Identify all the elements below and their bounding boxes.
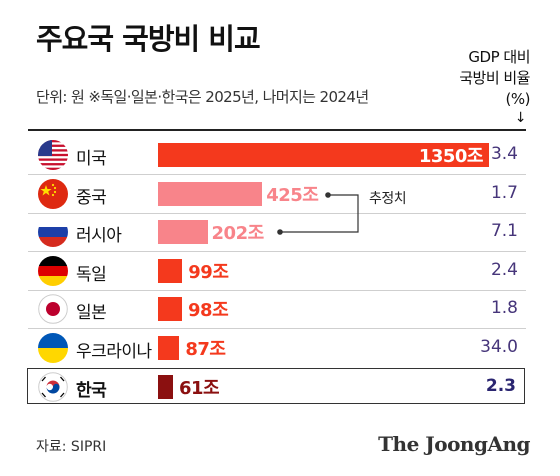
korea-flag-icon — [38, 372, 68, 402]
bar-row: 독일 99조 2.4 — [28, 253, 526, 289]
russia-flag-icon — [38, 217, 68, 247]
source-note: 자료: SIPRI — [36, 439, 107, 455]
gdp-ratio-value: 7.1 — [490, 221, 518, 241]
bar — [158, 335, 180, 360]
value-label: 87조 — [185, 338, 226, 360]
chart-subtitle: 단위: 원 ※독일·일본·한국은 2025년, 나머지는 2024년 — [36, 88, 369, 106]
country-label: 미국 — [76, 149, 107, 169]
value-label: 1350조 — [418, 146, 484, 167]
gdp-ratio-value: 1.8 — [490, 298, 518, 318]
table-top-rule — [28, 129, 526, 131]
country-label: 일본 — [76, 303, 107, 323]
bar-row: 한국 61조 2.3 — [27, 368, 525, 404]
gdp-ratio-value: 2.4 — [490, 259, 518, 280]
us-flag-icon — [38, 140, 68, 170]
gdp-ratio-value: 2.3 — [485, 376, 516, 396]
gdp-ratio-value: 1.7 — [490, 182, 518, 203]
bar-row: 중국 425조 1.7 — [28, 176, 526, 212]
bar-row: 일본 98조 1.8 — [28, 291, 526, 327]
row-separator — [28, 328, 526, 329]
china-flag-icon — [38, 178, 68, 209]
bar — [158, 258, 183, 283]
gdp-ratio-header-unit: (%) — [505, 90, 531, 108]
row-separator — [28, 174, 526, 175]
country-label: 우크라이나 — [76, 341, 152, 362]
country-label: 한국 — [76, 381, 107, 401]
row-separator — [28, 251, 526, 252]
bar — [158, 181, 263, 206]
country-label: 중국 — [76, 187, 107, 208]
gdp-ratio-value: 3.4 — [490, 144, 518, 164]
row-separator — [28, 212, 526, 214]
country-label: 러시아 — [76, 226, 122, 246]
estimate-annotation: 추정치 — [369, 191, 407, 207]
publisher-logo: The JoongAng — [378, 432, 530, 456]
japan-flag-icon — [38, 294, 68, 324]
chart-title: 주요국 국방비 비교 — [36, 22, 261, 56]
value-label: 99조 — [188, 261, 229, 283]
bar — [158, 375, 173, 399]
gdp-ratio-header-line2: 국방비 비율 — [459, 69, 530, 87]
gdp-ratio-value: 34.0 — [480, 336, 518, 357]
gdp-ratio-column-header: GDP 대비 국방비 비율 (%) ↓ — [459, 47, 530, 126]
value-label: 98조 — [188, 300, 229, 321]
down-arrow-icon: ↓ — [514, 110, 527, 126]
country-label: 독일 — [76, 264, 107, 285]
germany-flag-icon — [38, 255, 68, 286]
bar-row: 러시아 202조 7.1 — [28, 214, 526, 250]
value-label: 425조 — [266, 184, 319, 206]
bar — [158, 297, 183, 321]
ukraine-flag-icon — [38, 332, 68, 363]
row-separator — [28, 289, 526, 291]
value-label: 202조 — [211, 223, 265, 244]
bar-row: 미국 1350조 3.4 — [28, 137, 526, 173]
gdp-ratio-header-line1: GDP 대비 — [468, 48, 530, 66]
bar — [158, 220, 208, 244]
bar — [158, 143, 489, 167]
value-label: 61조 — [178, 378, 220, 399]
bar-row: 우크라이나 87조 34.0 — [28, 330, 526, 366]
